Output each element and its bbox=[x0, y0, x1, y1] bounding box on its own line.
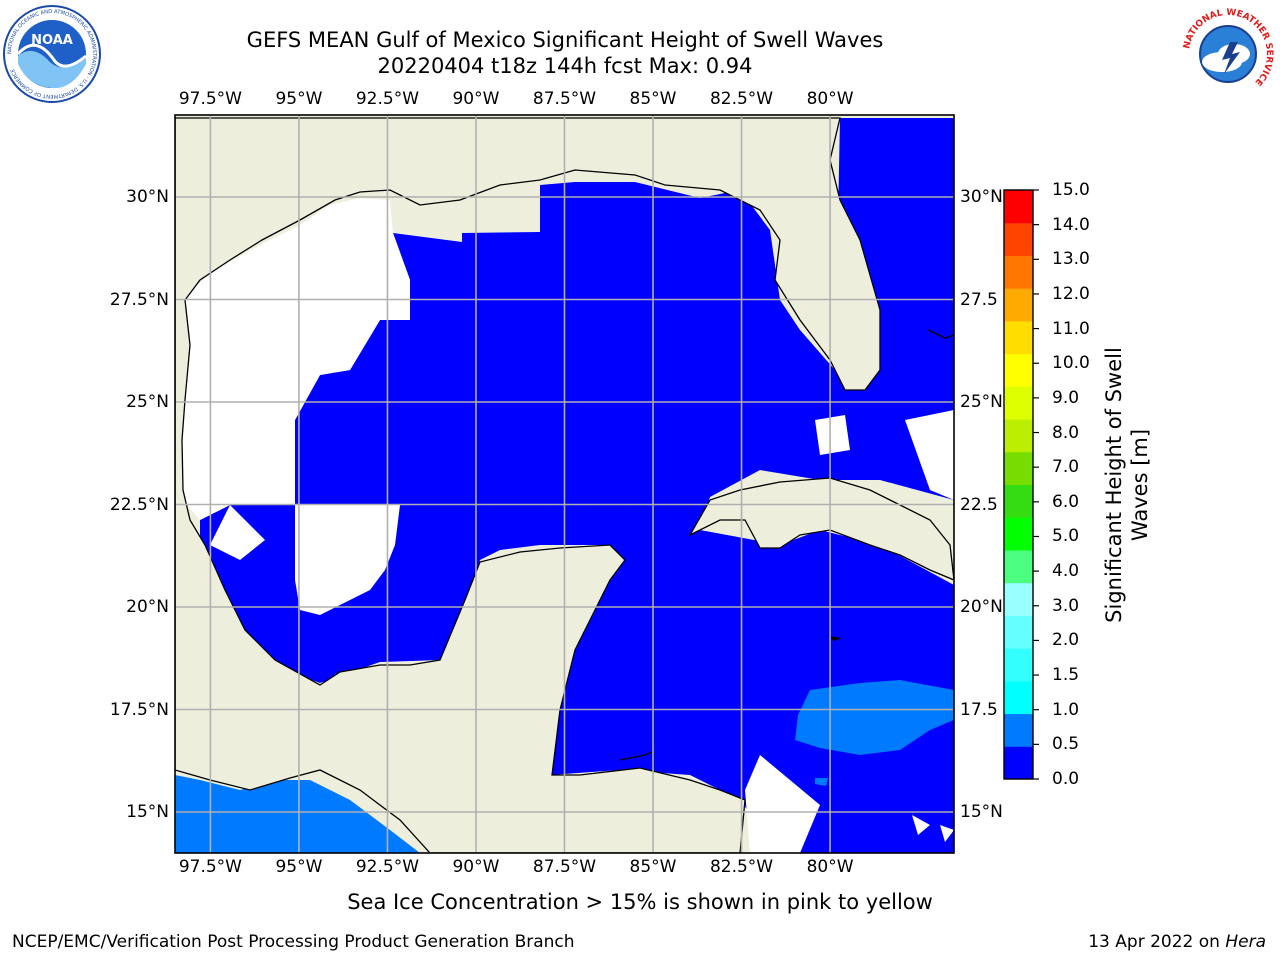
swell-0.5-1-caribbean bbox=[795, 680, 954, 755]
colorbar-label-13: 11.0 bbox=[1052, 318, 1090, 339]
nodata-honduras-shelf bbox=[745, 755, 820, 853]
colorbar-label-14: 12.0 bbox=[1052, 283, 1090, 304]
ocean-swell-0-0.5 bbox=[200, 118, 954, 853]
lat-tick-right-5: 17.5 bbox=[960, 699, 998, 720]
nodata-tamaulipas-shelf bbox=[210, 505, 265, 560]
lat-tick-left-4: 20°N bbox=[126, 597, 169, 617]
nodata-reef-1 bbox=[912, 815, 930, 835]
coast-bay-islands bbox=[619, 751, 653, 761]
colorbar-segment-7 bbox=[1004, 517, 1033, 551]
nodata-reef-2 bbox=[940, 825, 954, 842]
lon-tick-bottom-5: 85°W bbox=[629, 857, 677, 877]
colorbar-label-1: 0.5 bbox=[1052, 734, 1080, 755]
colorbar-segment-4 bbox=[1004, 615, 1033, 649]
lon-tick-bottom-1: 95°W bbox=[275, 857, 323, 877]
lat-tick-left-0: 30°N bbox=[126, 187, 169, 207]
footer-host: Hera bbox=[1225, 932, 1266, 952]
colorbar-frame bbox=[1003, 189, 1034, 780]
swell-0.5-1-pacific bbox=[175, 775, 420, 853]
nws-logo: NATIONAL WEATHER SERVICE bbox=[1180, 6, 1276, 102]
colorbar-segment-3 bbox=[1004, 648, 1033, 682]
nodata-bahamas bbox=[905, 410, 954, 500]
colorbar-label-12: 10.0 bbox=[1052, 353, 1090, 374]
colorbar-segment-1 bbox=[1004, 713, 1033, 747]
swell-0.5-1-patch bbox=[815, 778, 828, 786]
lat-tick-right-3: 22.5 bbox=[960, 494, 998, 515]
colorbar-segment-16 bbox=[1004, 222, 1033, 256]
lon-tick-bottom-6: 82.5°W bbox=[709, 857, 774, 877]
colorbar-segment-14 bbox=[1004, 288, 1033, 322]
colorbar-segment-5 bbox=[1004, 582, 1033, 616]
footer-date-text: 13 Apr 2022 on bbox=[1088, 932, 1226, 952]
lat-tick-left-1: 27.5°N bbox=[109, 289, 169, 310]
lon-tick-bottom-7: 80°W bbox=[806, 857, 854, 877]
colorbar-label-16: 14.0 bbox=[1052, 214, 1090, 235]
colorbar-segment-17 bbox=[1004, 190, 1033, 224]
colorbar-label-11: 9.0 bbox=[1052, 387, 1080, 408]
lat-tick-right-2: 25°N bbox=[960, 392, 1003, 412]
colorbar-segment-12 bbox=[1004, 353, 1033, 387]
lat-tick-right-6: 15°N bbox=[960, 802, 1003, 822]
colorbar-title: Significant Height of Swell Waves [m] bbox=[1102, 347, 1152, 623]
colorbar-segment-8 bbox=[1004, 484, 1033, 518]
chart-subtitle: 20220404 t18z 144h fcst Max: 0.94 bbox=[377, 54, 753, 78]
colorbar-segment-13 bbox=[1004, 320, 1033, 355]
lon-tick-top-3: 90°W bbox=[452, 89, 500, 109]
colorbar-segment-0 bbox=[1004, 746, 1033, 780]
colorbar-segment-10 bbox=[1004, 419, 1033, 453]
land-cuba bbox=[688, 477, 954, 581]
nodata-keys bbox=[815, 415, 850, 455]
lon-tick-bottom-4: 87.5°W bbox=[532, 857, 597, 877]
footer-date: 13 Apr 2022 on Hera bbox=[1088, 932, 1266, 952]
map-frame bbox=[174, 114, 955, 854]
lat-tick-left-3: 22.5°N bbox=[109, 494, 169, 515]
lat-tick-right-0: 30°N bbox=[960, 187, 1003, 207]
island-cayman bbox=[828, 636, 842, 641]
nodata-campeche-shelf bbox=[295, 505, 400, 615]
colorbar-label-15: 13.0 bbox=[1052, 249, 1090, 270]
lat-tick-left-2: 25°N bbox=[126, 392, 169, 412]
colorbar-label-17: 15.0 bbox=[1052, 180, 1090, 200]
chart-title: GEFS MEAN Gulf of Mexico Significant Hei… bbox=[246, 28, 884, 52]
noaa-wordmark: NOAA bbox=[31, 33, 73, 48]
colorbar-segment-11 bbox=[1004, 386, 1033, 420]
colorbar-label-7: 5.0 bbox=[1052, 526, 1080, 547]
colorbar-segment-6 bbox=[1004, 549, 1033, 584]
lat-tick-left-5: 17.5°N bbox=[109, 699, 169, 720]
colorbar-segment-2 bbox=[1004, 680, 1033, 715]
lon-tick-bottom-0: 97.5°W bbox=[178, 857, 242, 877]
sea-ice-note: Sea Ice Concentration > 15% is shown in … bbox=[347, 890, 933, 914]
lon-tick-top-4: 87.5°W bbox=[532, 89, 597, 109]
colorbar-segment-15 bbox=[1004, 255, 1033, 289]
colorbar-label-3: 1.5 bbox=[1052, 665, 1080, 686]
noaa-logo: NATIONAL OCEANIC AND ATMOSPHERIC ADMINIS… bbox=[3, 5, 101, 103]
nodata-western-shelf bbox=[180, 198, 410, 520]
lon-tick-bottom-3: 90°W bbox=[452, 857, 500, 877]
colorbar-segment-9 bbox=[1004, 451, 1033, 485]
lon-tick-top-0: 97.5°W bbox=[178, 89, 242, 109]
lon-tick-top-6: 82.5°W bbox=[709, 89, 774, 109]
lon-tick-top-1: 95°W bbox=[275, 89, 323, 109]
footer-credit: NCEP/EMC/Verification Post Processing Pr… bbox=[12, 932, 575, 952]
colorbar-label-9: 7.0 bbox=[1052, 457, 1080, 478]
lon-tick-bottom-2: 92.5°W bbox=[355, 857, 420, 877]
colorbar-label-0: 0.0 bbox=[1052, 769, 1080, 789]
lon-tick-top-7: 80°W bbox=[806, 89, 854, 109]
lon-tick-top-5: 85°W bbox=[629, 89, 677, 109]
colorbar-label-6: 4.0 bbox=[1052, 561, 1080, 582]
colorbar-label-8: 6.0 bbox=[1052, 491, 1080, 512]
colorbar-label-4: 2.0 bbox=[1052, 630, 1080, 651]
colorbar-label-5: 3.0 bbox=[1052, 595, 1080, 616]
colorbar-label-2: 1.0 bbox=[1052, 699, 1080, 720]
lat-tick-right-1: 27.5 bbox=[960, 289, 998, 310]
lat-tick-left-6: 15°N bbox=[126, 802, 169, 822]
colorbar-label-10: 8.0 bbox=[1052, 422, 1080, 443]
lon-tick-top-2: 92.5°W bbox=[355, 89, 420, 109]
coast-bahamas bbox=[927, 329, 954, 339]
lat-tick-right-4: 20°N bbox=[960, 597, 1003, 617]
